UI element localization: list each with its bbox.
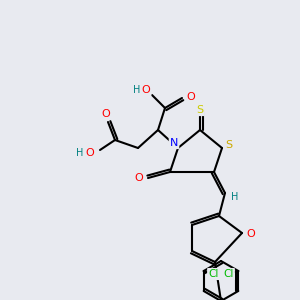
Text: Cl: Cl [208, 269, 218, 279]
Text: Cl: Cl [224, 269, 234, 279]
Text: H: H [231, 192, 239, 202]
Text: O: O [187, 92, 195, 102]
Text: H: H [133, 85, 141, 95]
Text: O: O [135, 173, 143, 183]
Text: O: O [102, 109, 110, 119]
Text: S: S [196, 105, 204, 115]
Text: O: O [247, 229, 255, 239]
Text: O: O [85, 148, 94, 158]
Text: N: N [170, 138, 178, 148]
Text: S: S [225, 140, 233, 150]
Text: O: O [142, 85, 150, 95]
Text: H: H [76, 148, 84, 158]
